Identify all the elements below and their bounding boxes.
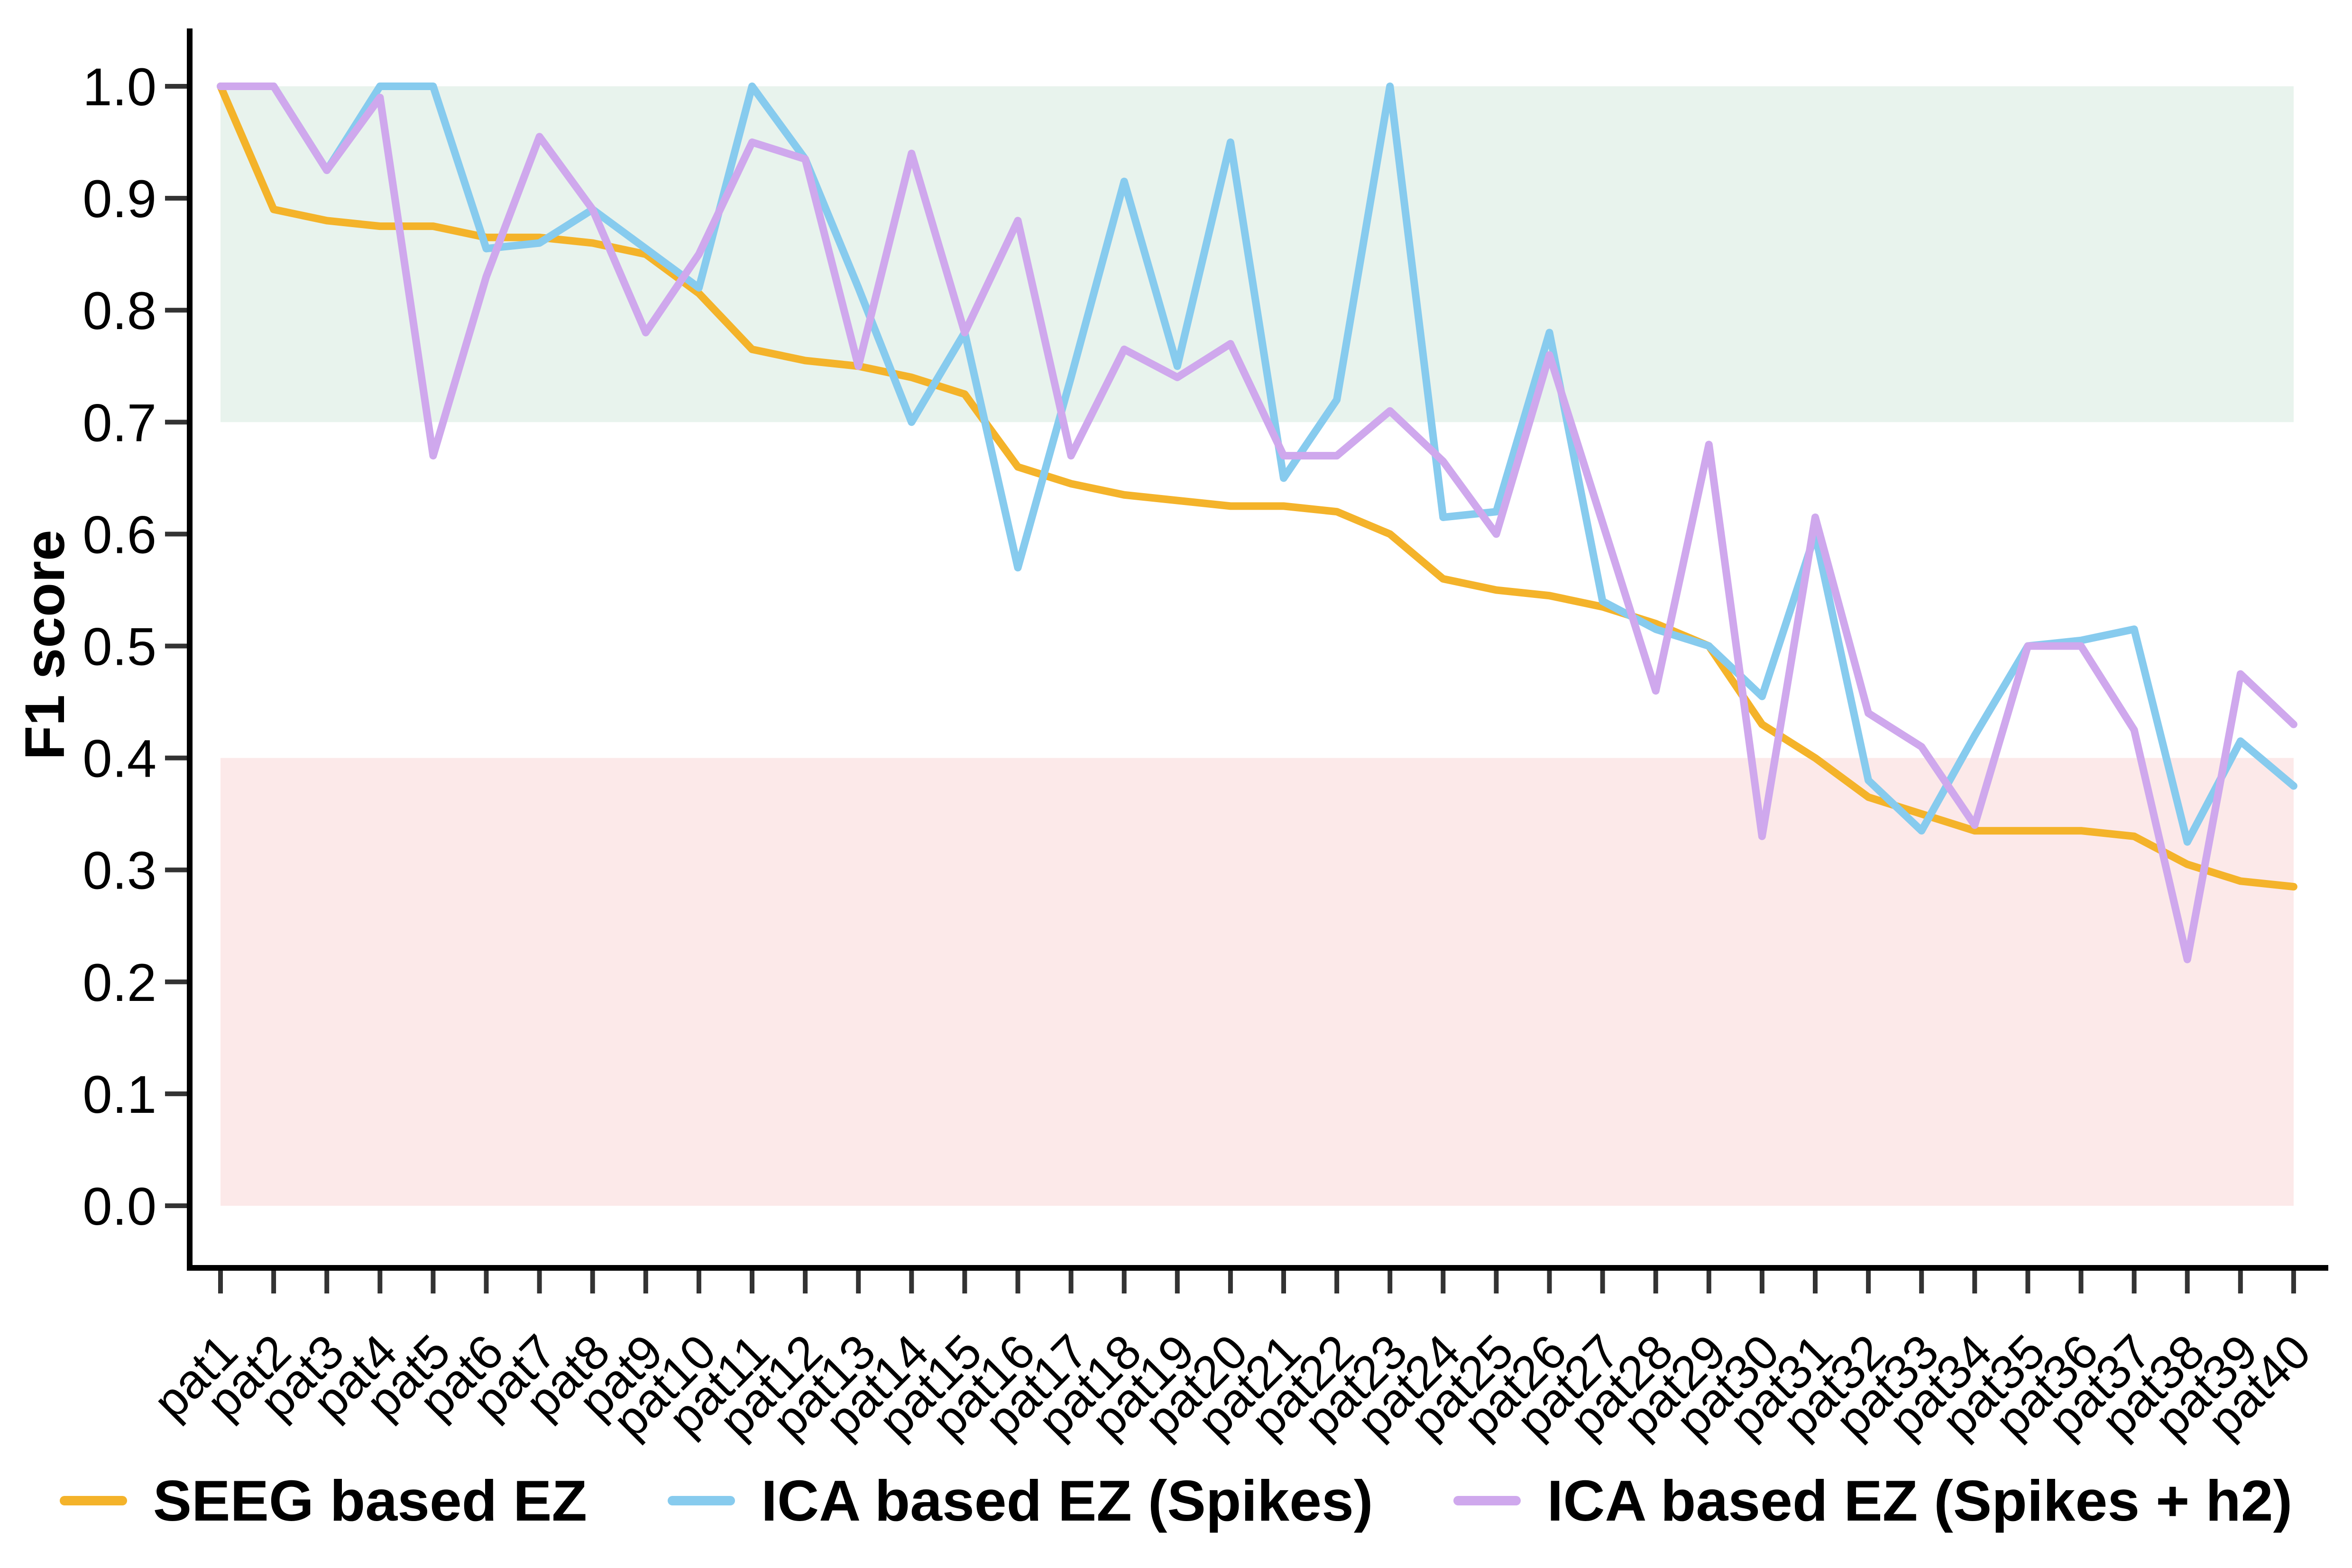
- x-tick: [1121, 1271, 1127, 1293]
- x-tick: [856, 1271, 861, 1293]
- x-tick: [1015, 1271, 1020, 1293]
- x-tick: [1547, 1271, 1552, 1293]
- y-tick-label: 0.1: [83, 1065, 156, 1124]
- y-tick: [165, 979, 187, 984]
- y-tick: [165, 867, 187, 872]
- y-tick-label: 0.3: [83, 841, 156, 900]
- x-tick: [1441, 1271, 1446, 1293]
- x-axis-line: [187, 1265, 2328, 1271]
- y-tick: [165, 196, 187, 201]
- x-tick: [537, 1271, 542, 1293]
- y-tick-label: 0.0: [83, 1177, 156, 1236]
- y-tick: [165, 755, 187, 761]
- y-tick-label: 1.0: [83, 57, 156, 117]
- y-tick-label: 0.5: [83, 617, 156, 677]
- series-line-2-ica-based-ez-spikes-h2-: [217, 83, 2297, 963]
- y-tick: [165, 532, 187, 537]
- band-low-f1-band: [220, 758, 2294, 1206]
- x-tick: [1653, 1271, 1658, 1293]
- band-high-f1-band: [220, 86, 2294, 422]
- x-tick: [1334, 1271, 1340, 1293]
- x-tick: [2238, 1271, 2243, 1293]
- x-tick: [962, 1271, 967, 1293]
- x-tick: [1228, 1271, 1233, 1293]
- y-tick: [165, 420, 187, 425]
- x-tick: [324, 1271, 330, 1293]
- y-tick: [165, 1091, 187, 1096]
- y-tick-label: 0.6: [83, 505, 156, 564]
- legend-item-ica-spikes-h2: ICA based EZ (Spikes + h2): [1453, 1467, 2292, 1534]
- y-tick-label: 0.2: [83, 953, 156, 1012]
- ica-spikes-h2-line-swatch: [1453, 1496, 1521, 1505]
- y-tick: [165, 308, 187, 313]
- x-tick: [1813, 1271, 1818, 1293]
- x-tick: [2025, 1271, 2030, 1293]
- legend-label-ica-spikes: ICA based EZ (Spikes): [761, 1468, 1373, 1533]
- x-tick: [377, 1271, 383, 1293]
- x-tick: [1706, 1271, 1711, 1293]
- ica-spikes-line-swatch: [668, 1496, 735, 1505]
- y-axis-line: [187, 28, 193, 1271]
- x-tick: [1600, 1271, 1605, 1293]
- x-tick: [484, 1271, 489, 1293]
- x-tick: [1494, 1271, 1499, 1293]
- x-tick: [2132, 1271, 2137, 1293]
- x-tick: [1919, 1271, 1924, 1293]
- x-tick: [1387, 1271, 1393, 1293]
- y-tick: [165, 643, 187, 649]
- y-tick: [165, 84, 187, 89]
- y-tick-label: 0.7: [83, 393, 156, 452]
- x-tick: [1972, 1271, 1977, 1293]
- legend-item-seeg: SEEG based EZ: [59, 1467, 588, 1534]
- legend-label-seeg: SEEG based EZ: [153, 1468, 588, 1533]
- x-tick: [1866, 1271, 1871, 1293]
- y-tick-label: 0.9: [83, 169, 156, 229]
- y-tick-label: 0.8: [83, 281, 156, 340]
- x-tick: [909, 1271, 914, 1293]
- seeg-line-swatch: [59, 1496, 127, 1505]
- legend-label-ica-spikes-h2: ICA based EZ (Spikes + h2): [1547, 1468, 2293, 1533]
- x-tick: [2291, 1271, 2296, 1293]
- x-tick: [803, 1271, 808, 1293]
- series-line-0-seeg-based-ez: [217, 83, 2297, 891]
- x-tick: [1759, 1271, 1764, 1293]
- x-tick: [2185, 1271, 2190, 1293]
- x-tick: [1281, 1271, 1286, 1293]
- y-tick-label: 0.4: [83, 729, 156, 789]
- x-tick: [696, 1271, 701, 1293]
- x-tick: [1068, 1271, 1074, 1293]
- y-tick: [165, 1203, 187, 1208]
- y-axis-title: F1 score: [14, 530, 76, 760]
- legend-item-ica-spikes: ICA based EZ (Spikes): [668, 1467, 1373, 1534]
- x-tick: [431, 1271, 436, 1293]
- x-tick: [2078, 1271, 2084, 1293]
- legend: SEEG based EZ ICA based EZ (Spikes) ICA …: [0, 1451, 2352, 1550]
- x-tick: [750, 1271, 754, 1293]
- x-tick: [643, 1271, 648, 1293]
- x-tick: [590, 1271, 595, 1293]
- x-tick: [271, 1271, 276, 1293]
- x-tick: [1175, 1271, 1180, 1293]
- x-tick: [218, 1271, 223, 1293]
